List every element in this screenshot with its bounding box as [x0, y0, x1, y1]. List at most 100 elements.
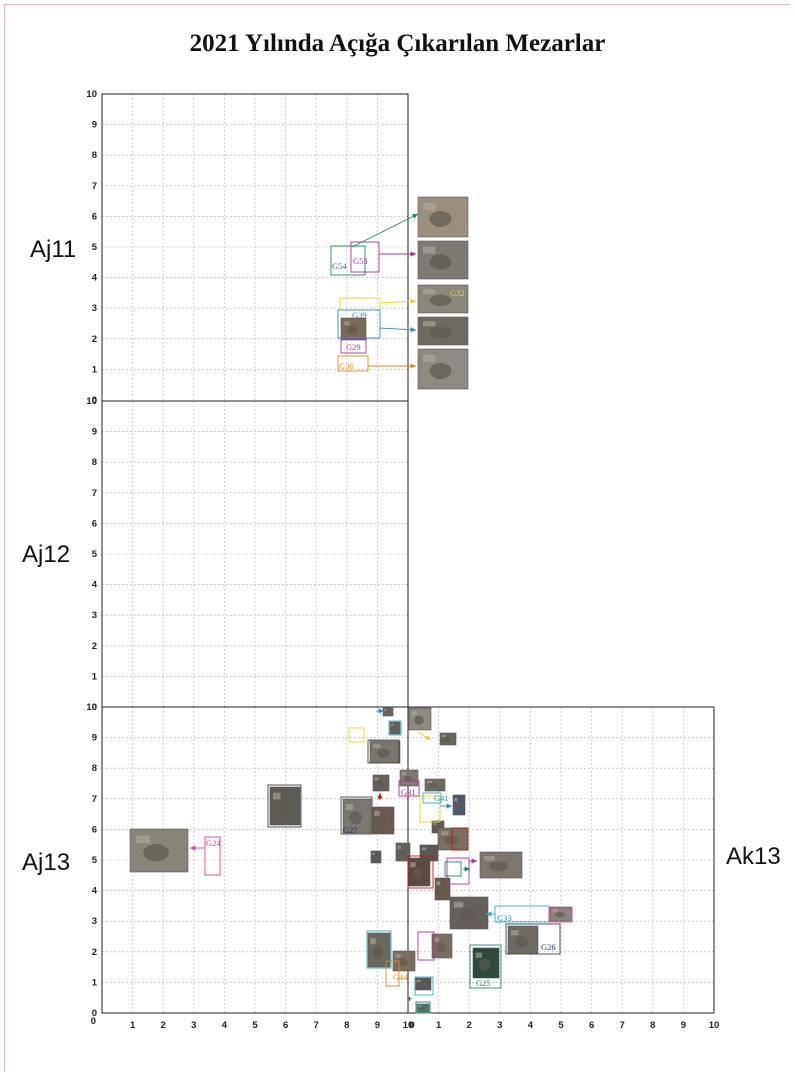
grave-label-g25: G25 — [476, 978, 491, 988]
grave-photo — [452, 794, 466, 816]
axis-tick-label: 0 — [91, 1016, 96, 1027]
axis-tick-label: 5 — [252, 1020, 258, 1031]
arrow-head-icon — [410, 363, 416, 369]
axis-tick-label: 10 — [709, 1020, 720, 1031]
grave-photo — [424, 778, 446, 792]
axis-tick-label: 10 — [86, 89, 97, 100]
axis-tick-label: 10 — [86, 396, 97, 407]
axis-tick-label: 2 — [92, 334, 97, 345]
axis-tick-label: 6 — [589, 1020, 594, 1031]
grave-photo — [389, 721, 401, 735]
axis-tick-label: 1 — [92, 977, 98, 988]
grave-outline — [451, 827, 469, 851]
grave-outline — [419, 795, 441, 823]
page-border — [4, 4, 790, 1072]
axis-tick-label: 5 — [558, 1020, 564, 1031]
grave-outline — [417, 931, 435, 961]
grave-outline — [446, 857, 470, 885]
grave-outline — [415, 1001, 431, 1014]
axis-tick-label: 5 — [92, 242, 98, 253]
axis-tick-label: 6 — [92, 518, 97, 529]
arrow-head-icon — [190, 845, 196, 851]
grave-outline — [340, 796, 373, 835]
grave-photo — [472, 947, 500, 979]
grid-label-aj11: Aj11 — [30, 236, 77, 263]
grid-label-aj12: Aj12 — [22, 541, 71, 568]
grave-markers: G54 G53 G32 G39 G29 G36 G24 G27 G31 G41 G33 G26 G44 G… — [190, 213, 573, 1014]
arrow-head-icon — [471, 858, 477, 864]
grave-label-g29: G29 — [346, 342, 361, 352]
arrow-head-icon — [410, 251, 416, 257]
grave-photo — [417, 196, 469, 238]
grave-outline — [367, 739, 400, 764]
grave-label-g24: G24 — [206, 838, 221, 848]
grave-outline — [385, 960, 400, 987]
axis-tick-label: 3 — [92, 916, 97, 927]
grave-outline — [414, 976, 434, 996]
axis-tick-label: 6 — [92, 824, 97, 835]
page-title: 2021 Yılında Açığa Çıkarılan Mezarlar — [189, 30, 606, 57]
grave-outline — [505, 923, 561, 955]
grave-label-g27: G27 — [343, 825, 358, 835]
axis-tick-label: 4 — [92, 273, 98, 284]
axis-tick-label: 0 — [92, 702, 97, 713]
axis-tick-label: 2 — [467, 1020, 472, 1031]
axis-tick-label: 4 — [92, 886, 98, 897]
grid-lines — [102, 94, 714, 1013]
grave-label-g44: G44 — [393, 972, 408, 982]
arrow-head-icon — [446, 803, 452, 809]
grave-label-g33: G33 — [497, 913, 512, 923]
arrow-head-icon — [410, 298, 416, 304]
arrow-head-icon — [464, 866, 470, 872]
axis-tick-label: 5 — [92, 855, 98, 866]
axis-tick-label: 4 — [222, 1020, 228, 1031]
axis-tick-label: 3 — [92, 610, 97, 621]
grave-label-g53: G53 — [353, 256, 368, 266]
axis-tick-label: 8 — [650, 1020, 655, 1031]
grave-photo — [382, 707, 394, 717]
axis-tick-label: 1 — [130, 1020, 136, 1031]
axis-tick-label: 9 — [375, 1020, 380, 1031]
arrow-head-icon — [486, 911, 492, 917]
grave-photo — [439, 732, 457, 746]
grave-photo — [417, 284, 469, 314]
grave-photo — [395, 842, 411, 862]
axis-tick-label: 7 — [92, 488, 97, 499]
grave-outline — [348, 727, 365, 743]
arrow-head-icon — [378, 708, 384, 714]
grave-label-g36: G36 — [339, 361, 354, 371]
grave-photo — [342, 798, 372, 834]
axis-tick-label: 0 — [92, 1008, 97, 1019]
grave-arrow — [379, 327, 417, 331]
grave-outline — [340, 338, 367, 354]
grave-arrow — [351, 213, 419, 248]
grave-outline — [388, 720, 402, 736]
axis-tick-label: 10 — [86, 702, 97, 713]
grave-label-g41: G41 — [434, 793, 449, 803]
grave-photo — [507, 925, 539, 955]
grave-outline — [407, 855, 434, 889]
grave-outline — [267, 784, 302, 828]
grave-photo — [408, 707, 432, 731]
axis-tick-label: 1 — [92, 671, 98, 682]
axis-tick-label: 8 — [92, 150, 97, 161]
axis-tick-label: 9 — [92, 733, 97, 744]
grave-label-g54: G54 — [332, 261, 347, 271]
axis-tick-label: 9 — [92, 120, 97, 131]
grave-photo — [129, 828, 189, 873]
arrow-head-icon — [412, 214, 418, 219]
grave-photo — [417, 240, 469, 280]
grave-outline — [548, 907, 573, 923]
grave-label-g26: G26 — [541, 942, 556, 952]
axis-tick-label: 4 — [92, 580, 98, 591]
arrow-head-icon — [377, 793, 383, 799]
axis-tick-label: 2 — [92, 641, 97, 652]
grave-outline — [350, 241, 380, 273]
grave-outline — [398, 780, 420, 797]
axis-tick-label: 0 — [409, 1020, 414, 1031]
grave-photo — [431, 933, 453, 959]
arrow-head-icon — [425, 734, 431, 740]
grave-photo — [479, 851, 523, 879]
grave-photo — [367, 932, 391, 968]
